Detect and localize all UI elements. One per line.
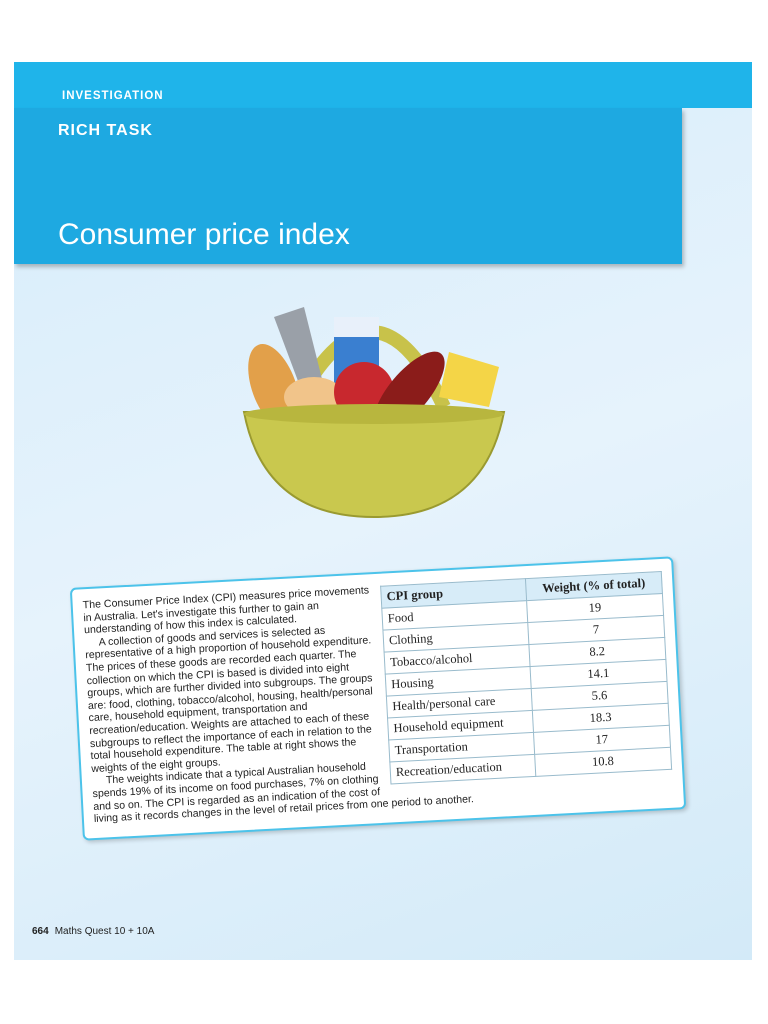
subtitle: RICH TASK: [58, 122, 153, 139]
footer: 664 Maths Quest 10 + 10A: [32, 926, 154, 937]
section-label: INVESTIGATION: [62, 90, 164, 102]
book-title: Maths Quest 10 + 10A: [54, 926, 155, 937]
page: INVESTIGATION RICH TASK Consumer price i…: [14, 62, 752, 960]
title: Consumer price index: [58, 218, 350, 251]
top-band: [14, 62, 752, 108]
header: [14, 108, 682, 264]
info-card: CPI group Weight (% of total) Food 19 Cloth…: [69, 556, 687, 841]
page-number: 664: [32, 926, 49, 937]
cpi-table: CPI group Weight (% of total) Food 19 Cloth…: [380, 571, 672, 784]
basket-illustration: [242, 307, 506, 519]
table-body: Food 19 Clothing 7 Tobacco/alcohol 8.2 Housing…: [381, 593, 672, 784]
